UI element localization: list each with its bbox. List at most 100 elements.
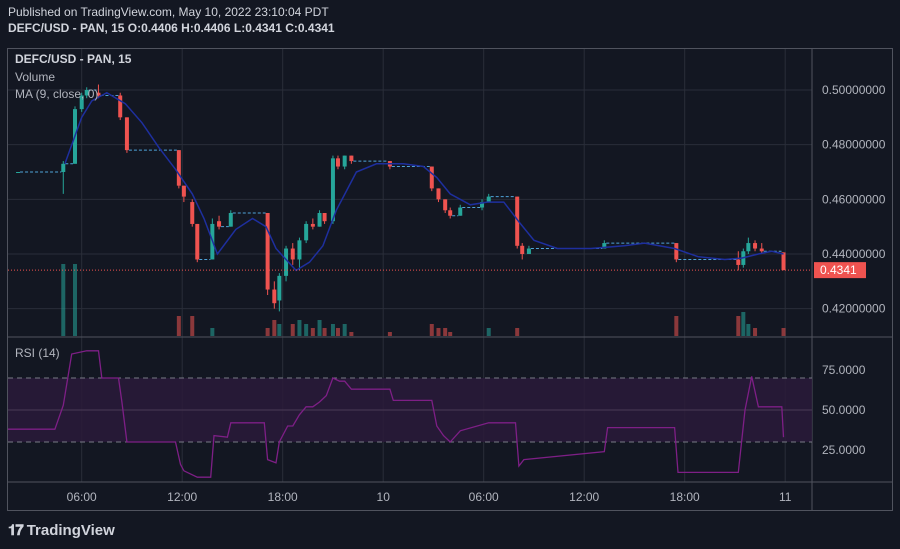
candle-body xyxy=(736,259,741,265)
rsi-y-tick-label: 75.0000 xyxy=(822,363,866,377)
candle-body xyxy=(480,202,485,208)
volume-bar xyxy=(781,328,786,336)
volume-bar xyxy=(310,328,315,336)
volume-bar xyxy=(746,324,751,336)
candle-body xyxy=(448,210,453,216)
rsi-panel xyxy=(8,350,812,478)
candle-body xyxy=(443,199,448,211)
candle-body xyxy=(297,240,302,260)
y-tick-label: 0.50000000 xyxy=(822,83,886,97)
candle-body xyxy=(290,248,295,260)
x-tick-label: 12:00 xyxy=(569,490,599,504)
volume-bar xyxy=(515,328,520,336)
candle-body xyxy=(79,95,84,110)
volume-bar xyxy=(753,328,758,336)
y-tick-label: 0.48000000 xyxy=(822,138,886,152)
volume-bar xyxy=(443,328,448,336)
rsi-y-tick-label: 25.0000 xyxy=(822,443,866,457)
volume-bar xyxy=(387,332,392,336)
y-tick-label: 0.46000000 xyxy=(822,192,886,206)
candle-body xyxy=(317,213,322,227)
axes: 06:00 12:00 18:00 10 06:00 12:00 18:00 11 0.4200… xyxy=(8,83,886,504)
candle-body xyxy=(16,172,21,173)
ma-legend: MA (9, close, 0) xyxy=(15,87,99,101)
candle-body xyxy=(284,248,289,276)
candle-body xyxy=(84,90,89,96)
volume-bar xyxy=(429,324,434,336)
candle-body xyxy=(61,163,66,172)
x-tick-label: 11 xyxy=(779,490,792,504)
candle-body xyxy=(342,155,347,167)
candle-body xyxy=(310,223,315,227)
x-tick-label: 06:00 xyxy=(67,490,97,504)
candle-body xyxy=(118,95,123,118)
volume-bar xyxy=(741,312,746,336)
candle-body xyxy=(124,117,129,151)
volume-bar xyxy=(486,328,491,336)
volume-bar xyxy=(448,332,453,336)
x-tick-label: 18:00 xyxy=(268,490,298,504)
symbol-legend: DEFC/USD - PAN, 15 xyxy=(15,52,132,66)
volume-bar xyxy=(304,324,309,336)
candle-body xyxy=(190,202,195,224)
rsi-line xyxy=(8,350,785,478)
published-line: Published on TradingView.com, May 10, 20… xyxy=(8,5,329,19)
ma-line xyxy=(64,91,784,272)
candle-body xyxy=(330,158,335,222)
candle-body xyxy=(759,248,764,252)
volume-bar xyxy=(190,316,195,336)
candle-body xyxy=(322,213,327,222)
candle-body xyxy=(458,207,463,216)
candle-body xyxy=(486,196,491,203)
volume-bar xyxy=(674,316,679,336)
y-tick-label: 0.42000000 xyxy=(822,302,886,316)
candle-body xyxy=(96,92,101,96)
candle-body xyxy=(176,150,181,186)
candle-body xyxy=(515,196,520,246)
x-tick-label: 12:00 xyxy=(167,490,197,504)
candle-body xyxy=(228,213,233,227)
chart-frame xyxy=(7,48,893,511)
candle-body xyxy=(349,155,354,162)
candle-body xyxy=(753,243,758,249)
rsi-legend: RSI (14) xyxy=(15,346,60,360)
candle-body xyxy=(674,243,679,260)
tradingview-brand[interactable]: 𝟏𝟕 TradingView xyxy=(8,522,115,539)
y-tick-label: 0.44000000 xyxy=(822,247,886,261)
last-price-label: 0.4341 xyxy=(820,263,857,277)
volume-legend: Volume xyxy=(15,70,56,84)
volume-bar xyxy=(73,264,77,336)
candle-body xyxy=(277,275,282,301)
volume-bar xyxy=(272,320,277,336)
volume-bar xyxy=(335,328,340,336)
volume-bar xyxy=(265,328,270,336)
brand-name: TradingView xyxy=(26,522,115,539)
chart-header: Published on TradingView.com, May 10, 20… xyxy=(8,4,335,36)
last-price-tag xyxy=(814,262,866,279)
volume-bar xyxy=(297,320,302,336)
candle-body xyxy=(304,223,309,241)
volume-bar xyxy=(277,324,282,336)
volume-bar xyxy=(61,264,66,336)
tradingview-logo-icon: 𝟏𝟕 xyxy=(8,522,24,539)
volume-bar xyxy=(349,332,354,336)
volume-bar xyxy=(736,316,741,336)
volume-bar xyxy=(436,328,441,336)
volume-bar xyxy=(330,324,335,336)
candle-body xyxy=(746,243,751,252)
candle-body xyxy=(429,166,434,189)
candle-body xyxy=(520,245,525,254)
x-tick-label: 18:00 xyxy=(670,490,700,504)
volume-bars xyxy=(61,264,786,336)
volume-bar xyxy=(210,328,215,336)
volume-bar xyxy=(176,316,181,336)
volume-bar xyxy=(342,324,347,336)
x-tick-label: 06:00 xyxy=(469,490,499,504)
x-tick-label: 10 xyxy=(377,490,391,504)
candle-body xyxy=(217,221,222,227)
candle-body xyxy=(181,185,186,197)
rsi-y-tick-label: 50.0000 xyxy=(822,403,866,417)
candle-body xyxy=(436,188,441,200)
candle-body xyxy=(526,248,531,254)
